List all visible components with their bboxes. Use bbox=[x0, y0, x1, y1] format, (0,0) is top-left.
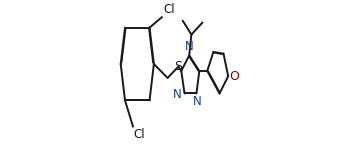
Text: Cl: Cl bbox=[163, 3, 175, 16]
Text: N: N bbox=[173, 88, 182, 101]
Text: N: N bbox=[185, 40, 194, 53]
Text: O: O bbox=[229, 70, 239, 83]
Text: N: N bbox=[193, 95, 201, 108]
Text: Cl: Cl bbox=[134, 128, 145, 141]
Text: S: S bbox=[174, 60, 182, 73]
